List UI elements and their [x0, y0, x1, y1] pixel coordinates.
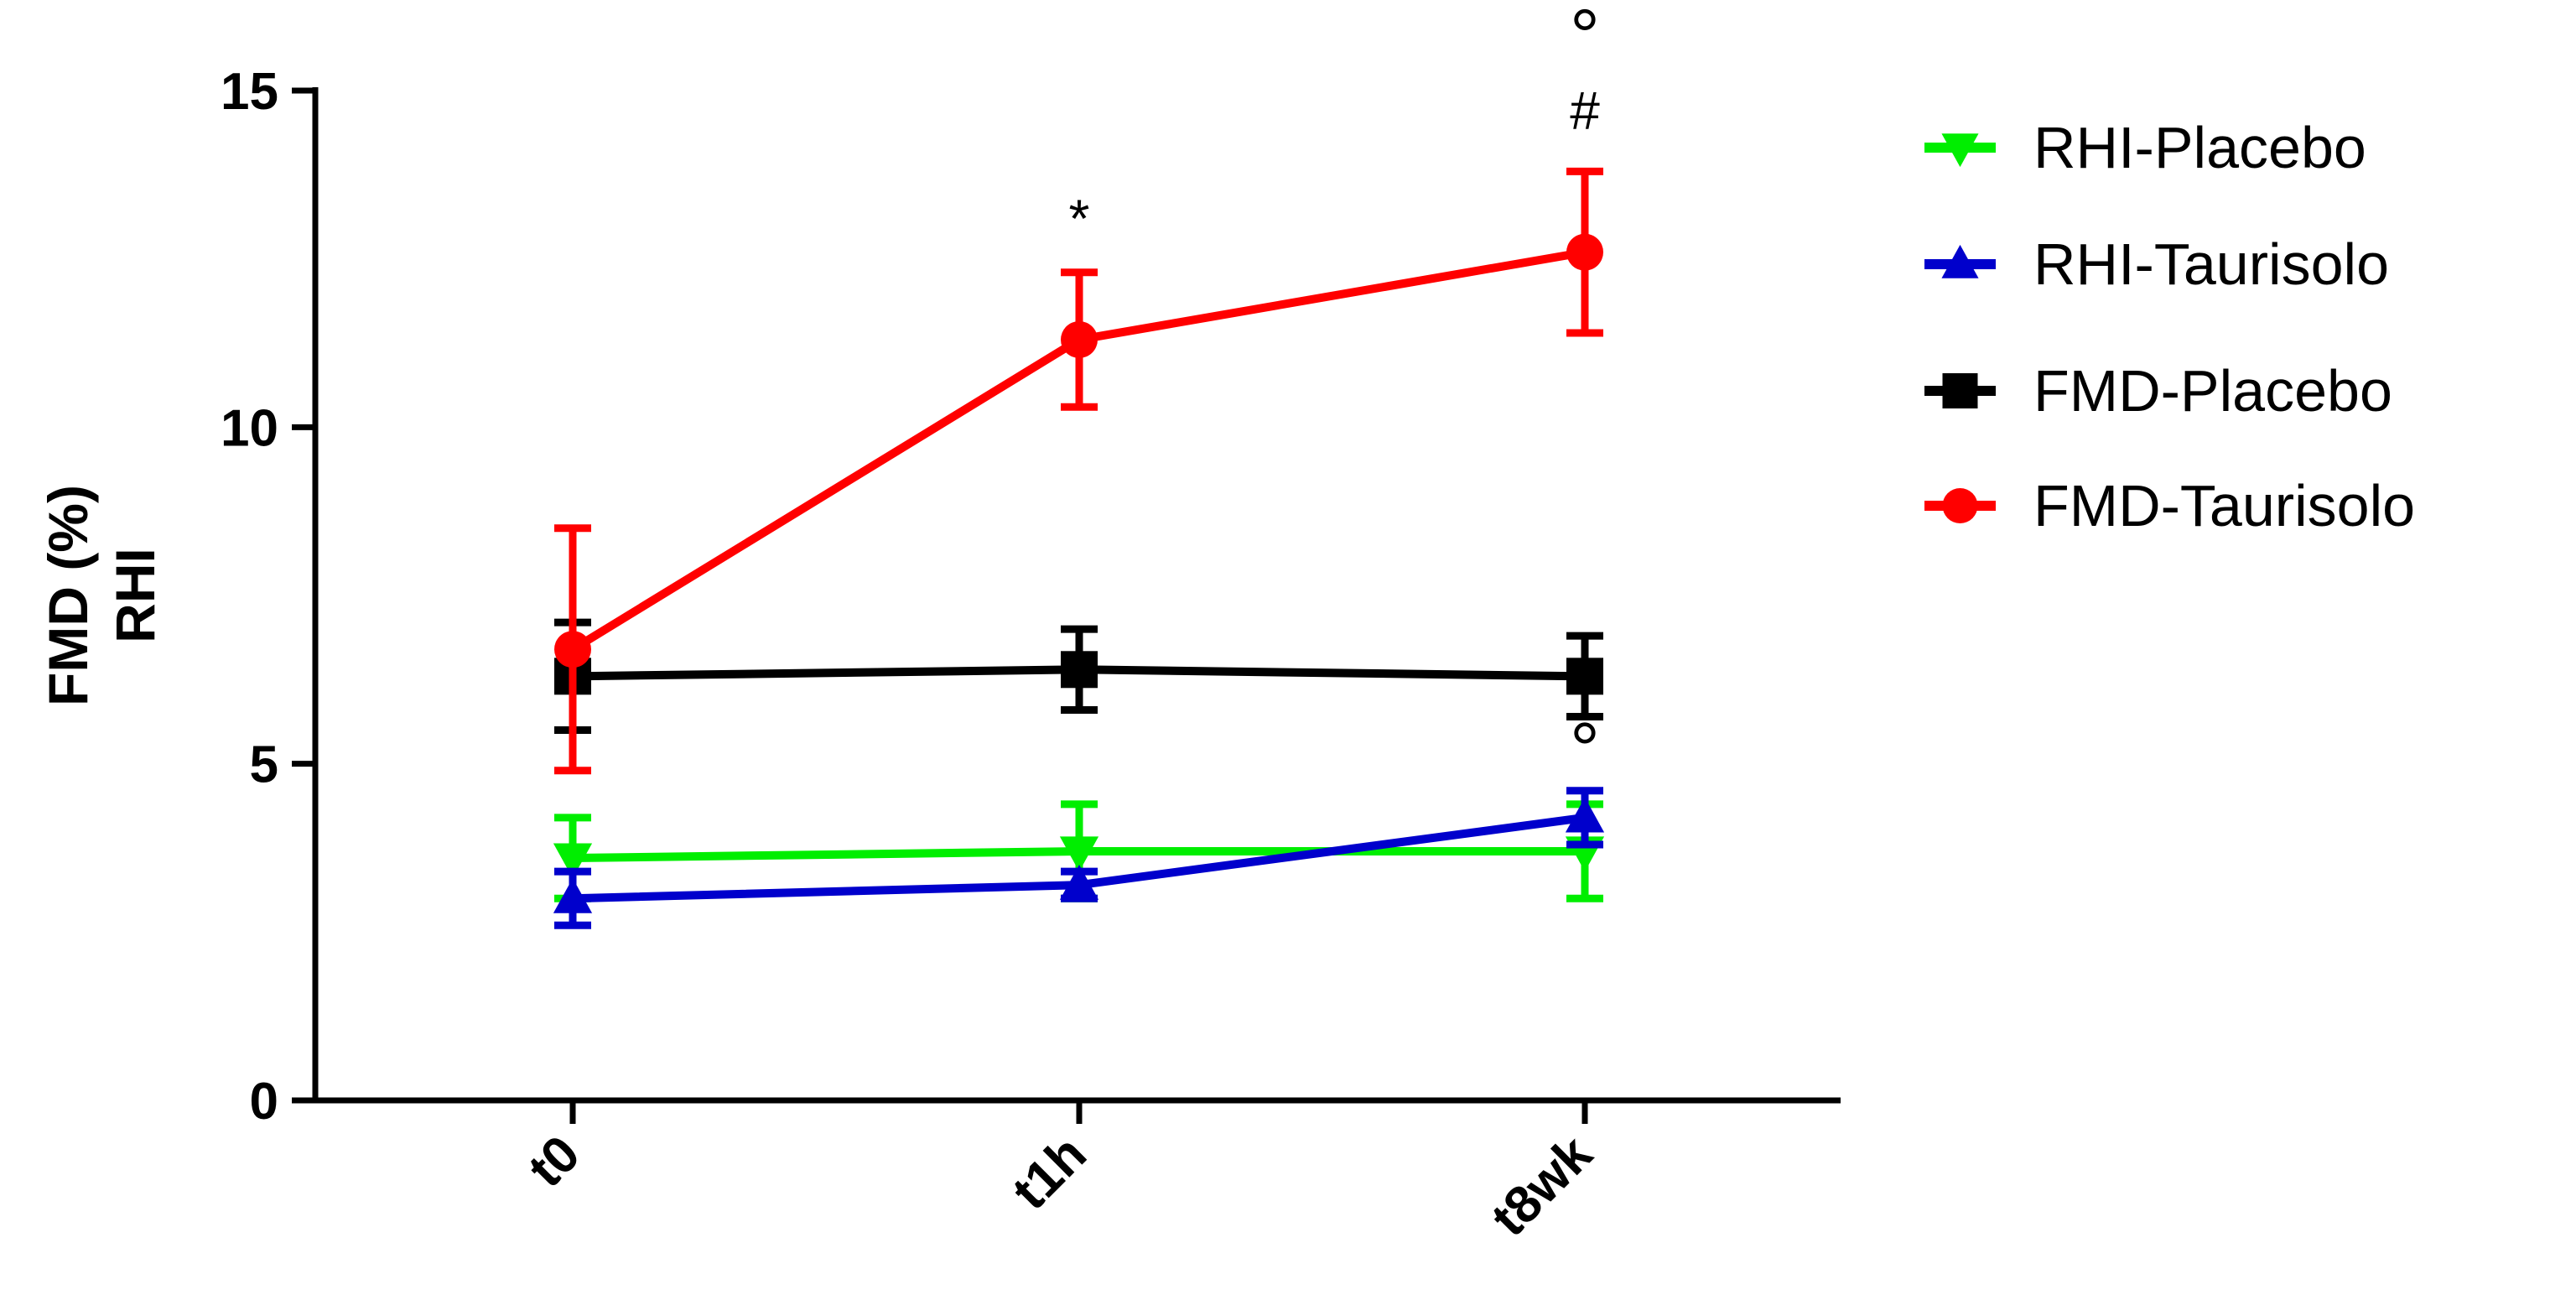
y-axis-title-line: RHI [104, 548, 166, 643]
marker-triangle-down [553, 843, 593, 879]
marker-triangle-up [1565, 797, 1605, 833]
y-tick-label: 5 [250, 736, 278, 794]
series-fmd-taurisolo [554, 167, 1603, 775]
marker-circle [1942, 488, 1978, 523]
y-tick-label: 0 [250, 1073, 278, 1131]
annotation-mark: * [1069, 189, 1090, 249]
marker-triangle-up [1941, 244, 1979, 278]
marker-square [1942, 373, 1978, 408]
legend-label: RHI-Taurisolo [2033, 231, 2389, 297]
x-tick-label: t0 [517, 1125, 591, 1199]
annotation-mark: # [1570, 81, 1600, 141]
legend-label: RHI-Placebo [2033, 115, 2366, 180]
y-tick-label: 15 [221, 63, 278, 121]
x-tick-label: t8wk [1481, 1125, 1604, 1248]
series-rhi-taurisolo [553, 787, 1605, 929]
marker-triangle-up [553, 878, 593, 913]
y-tick-label: 10 [221, 399, 278, 457]
y-axis-title-line: FMD (%) [37, 485, 99, 706]
y-axis-title: FMD (%) RHI [37, 485, 166, 706]
legend: RHI-Placebo RHI-Taurisolo FMD-Placebo FMD-T… [1924, 115, 2415, 538]
annotation-mark: ° [1570, 0, 1600, 79]
marker-circle [1061, 320, 1098, 358]
x-tick-label: t1h [1001, 1125, 1098, 1221]
legend-label: FMD-Placebo [2033, 358, 2392, 424]
marker-triangle-down [1941, 133, 1979, 168]
annotation-mark: ° [1570, 709, 1600, 793]
legend-item: FMD-Placebo [1924, 358, 2392, 424]
marker-square [1061, 651, 1098, 689]
series-fmd-placebo [554, 618, 1603, 735]
marker-circle [554, 631, 591, 668]
marker-circle [1566, 233, 1603, 271]
marker-triangle-down [1059, 836, 1099, 872]
legend-item: RHI-Placebo [1924, 115, 2366, 180]
legend-label: FMD-Taurisolo [2033, 473, 2415, 538]
marker-triangle-up [1059, 864, 1099, 900]
legend-item: FMD-Taurisolo [1924, 473, 2415, 538]
series-layer [553, 167, 1605, 929]
series-rhi-placebo [553, 800, 1605, 902]
legend-item: RHI-Taurisolo [1924, 231, 2389, 297]
marker-square [1566, 658, 1603, 695]
annotation-layer: *#°° [1069, 0, 1601, 793]
